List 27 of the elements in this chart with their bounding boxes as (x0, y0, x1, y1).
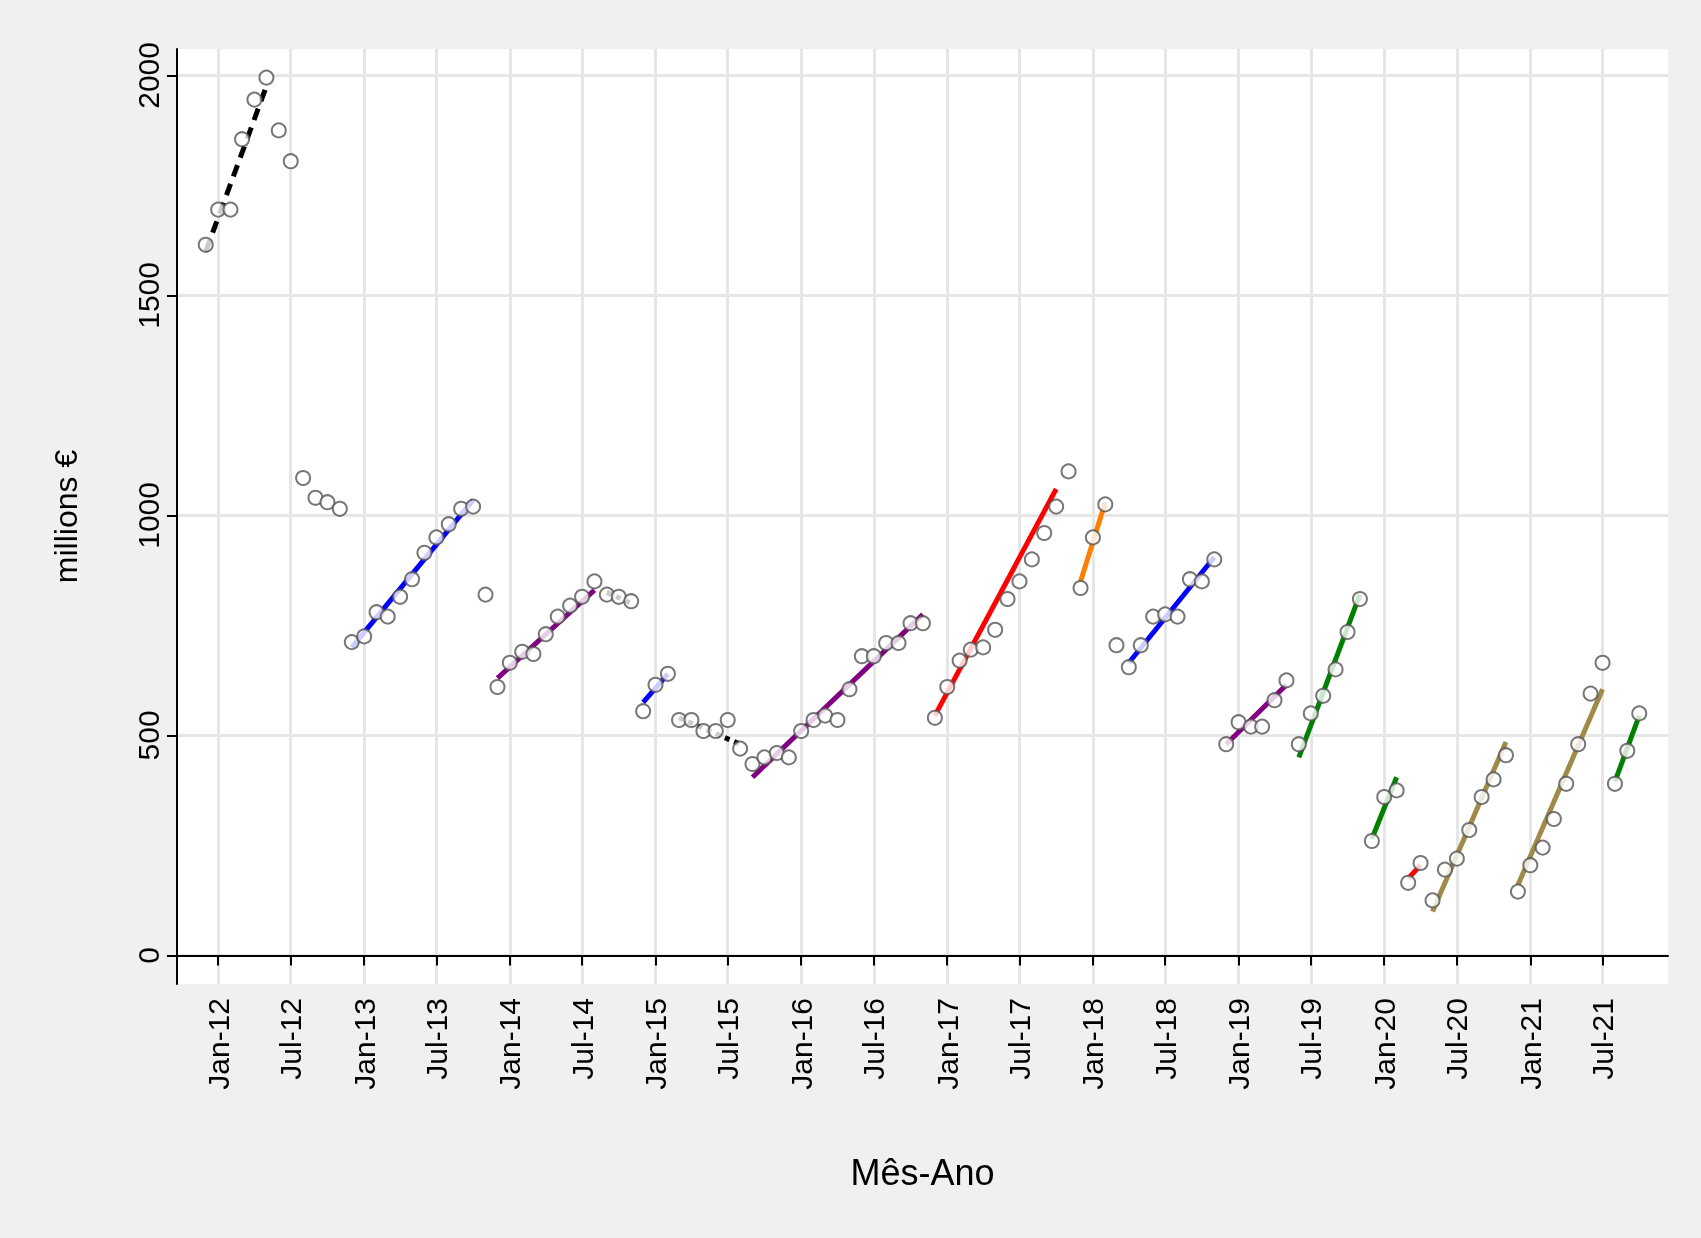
x-tick-label: Jan-19 (1222, 998, 1256, 1090)
y-tick-label: 1000 (131, 482, 165, 549)
x-tick-label: Jul-13 (419, 998, 453, 1080)
x-tick-label: Jan-13 (347, 998, 381, 1090)
x-tick-label: Jul-12 (274, 998, 308, 1080)
x-tick-label: Jul-20 (1440, 998, 1474, 1080)
x-tick-label: Jan-15 (639, 998, 673, 1090)
x-axis-title: Mês-Ano (850, 1151, 995, 1193)
y-axis-title: millions € (48, 449, 84, 584)
x-tick-label: Jul-16 (857, 998, 891, 1080)
x-tick-label: Jul-18 (1148, 998, 1182, 1080)
x-tick-label: Jul-21 (1586, 998, 1620, 1080)
y-tick-label: 2000 (131, 42, 165, 109)
y-tick-label: 1500 (131, 262, 165, 329)
x-tick-label: Jan-14 (493, 998, 527, 1090)
x-tick-label: Jan-17 (930, 998, 964, 1090)
x-tick-label: Jul-17 (1002, 998, 1036, 1080)
x-tick-label: Jan-18 (1076, 998, 1110, 1090)
x-tick-label: Jan-20 (1367, 998, 1401, 1090)
x-tick-label: Jul-19 (1294, 998, 1328, 1080)
x-tick-label: Jul-14 (565, 998, 599, 1080)
x-tick-label: Jan-21 (1513, 998, 1547, 1090)
y-tick-label: 0 (131, 947, 165, 964)
x-tick-label: Jan-16 (784, 998, 818, 1090)
x-tick-label: Jul-15 (711, 998, 745, 1080)
x-tick-label: Jan-12 (201, 998, 235, 1090)
y-tick-label: 500 (131, 710, 165, 761)
